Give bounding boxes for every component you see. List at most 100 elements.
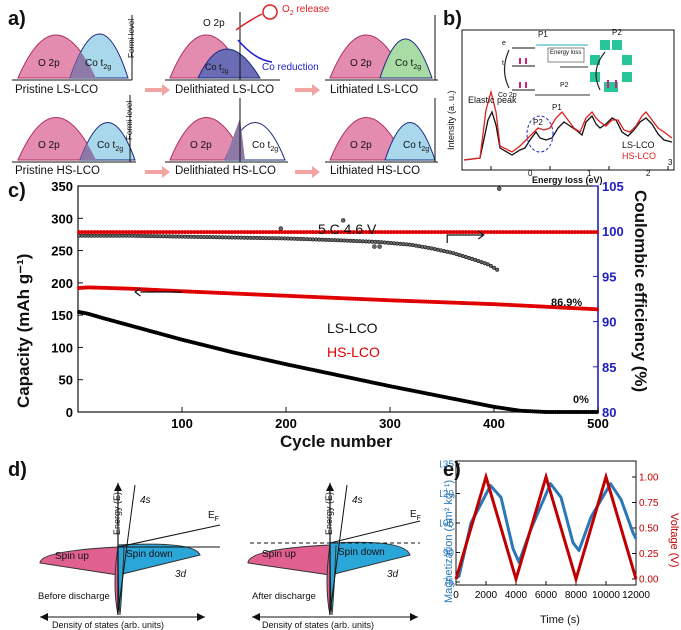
lithiated-hs-diagram [325,98,438,163]
inset-p2: P2 [612,28,622,37]
co-t2g-label: Co t2g [85,58,112,71]
legend-hs-lco: HS-LCO [327,344,380,360]
spin-up-label: Spin up [55,551,89,562]
p2-label: P2 [533,118,543,127]
magnetization-chart: 0 2000 4000 6000 8000 10000 12000 75 90 105 120 135… [440,460,659,602]
annotation-hs-end: 86.9% [551,297,583,309]
energy-axis-label: Energy (E) [324,491,334,535]
y2-tick-label: 0.25 [639,549,659,560]
data-point [488,263,493,268]
pristine-hs-diagram [12,95,136,163]
y2-tick-label: 80 [602,405,616,420]
b-xlabel: Energy loss (eV) [532,175,603,185]
flow-arrow [295,166,320,178]
co-t2g-label: Co t2g [403,140,430,153]
left-axis-arrowhead [134,287,141,297]
c-ylabel: Capacity (mAh g⁻¹) [14,253,33,408]
spin-up-label: Spin up [262,549,296,560]
x-tick-label: 300 [379,416,401,431]
elastic-peak-label: Elastic peak [468,95,517,105]
caption-lithiated-ls: Lithiated LS-LCO [330,84,419,96]
annotation-ls-end: 0% [573,394,589,406]
3d-label: 3d [387,569,399,580]
y-tick-label: 200 [51,276,73,291]
x-tick-label: 8000 [565,590,588,601]
outlier-point [340,218,346,223]
e-ylabel: Magnetization (Am² kg⁻¹) [443,479,455,603]
fermi-level-label: Fermi level [125,100,134,140]
y2-tick-label: 90 [602,315,616,330]
spin-down-label: Spin down [126,549,173,560]
inset-p2-arrow: P2 [560,82,569,89]
voltage-line [454,471,638,585]
panel-b-label: b) [443,8,462,30]
x-tick-label: 200 [275,416,297,431]
b-xtick: 3 [668,158,673,167]
x-tick-label: 10000 [592,590,620,601]
inset-co2p: Co 2p [498,92,517,99]
c-y2label: Coulombic efficiency (%) [631,190,650,393]
panel-a-svg [12,4,438,178]
x-tick-label: 2000 [475,590,498,601]
panel-a: a) [0,0,440,178]
series-hs-lco [76,285,600,312]
panel-d-svg [39,483,421,621]
caption-delithiated-ls: Delithiated LS-LCO [175,84,275,96]
outlier-point [377,244,382,249]
o2p-label: O 2p [190,140,212,151]
x-tick-label: 100 [171,416,193,431]
pristine-ls-diagram [12,15,133,81]
panel-d: d) [0,455,440,630]
magnetization-line [455,482,638,580]
o2p-label: O 2p [350,58,372,69]
y-tick-label: 105 [440,519,454,530]
series-hs-lco-ce [76,230,600,235]
p1-label: P1 [552,103,562,112]
co-t2g-label: Co t2g [205,62,229,75]
x-tick-label: 400 [483,416,505,431]
co-t2g-label: Co t2g [97,140,124,153]
series-ls-lco [76,309,600,415]
panel-b-svg [461,29,675,171]
o2p-label: O 2p [350,140,372,151]
caption-delithiated-hs: Delithiated HS-LCO [175,165,276,177]
y2-tick-label: 0.75 [639,498,659,509]
y-tick-label: 100 [51,340,73,355]
dos-before-discharge [39,483,221,621]
fermi-level-label: Fermi level [127,18,136,58]
b-xtick: 2 [646,169,651,178]
e-xlabel: Time (s) [540,614,580,626]
e-y2label: Voltage (V) [668,513,680,568]
energy-level-inset [503,38,636,96]
x-tick-label: 12000 [622,590,650,601]
data-point [594,230,600,235]
caption-pristine-hs: Pristine HS-LCO [15,165,100,177]
y-tick-label: 0 [66,405,73,420]
y-tick-label: 150 [51,308,73,323]
ef-label: EF [208,510,219,523]
outlier-point [278,226,284,231]
after-discharge-label: After discharge [252,591,316,602]
y2-tick-label: 105 [602,180,624,194]
3d-label: 3d [175,569,187,580]
flow-arrow [145,84,170,96]
data-point [594,307,600,312]
y-tick-label: 120 [440,489,454,500]
legend-hs: HS-LCO [622,151,657,161]
y-tick-label: 50 [59,373,73,388]
caption-lithiated-hs: Lithiated HS-LCO [330,165,421,177]
spin-down-label: Spin down [338,547,385,558]
o2-release-label: O2 release [282,4,330,17]
capacity-chart: 0 50 100 150 200 250 300 350 80 85 90 95 100 105 100 20… [51,180,624,431]
co-t2g-label: Co t2g [252,140,279,153]
dos-label-right: Density of states (arb. units) [262,620,375,630]
y2-tick-label: 0.50 [639,524,659,535]
panel-c: c) 0 50 100 150 200 250 300 350 80 85 90 95 100 105 10… [0,180,681,455]
data-point [491,265,497,270]
y-tick-label: 300 [51,211,73,226]
y2-tick-label: 100 [602,224,624,239]
b-ylabel: Intensity (a. u.) [446,90,456,150]
outlier-point [496,186,502,191]
flow-arrow [295,84,320,96]
panel-a-label: a) [8,8,26,30]
